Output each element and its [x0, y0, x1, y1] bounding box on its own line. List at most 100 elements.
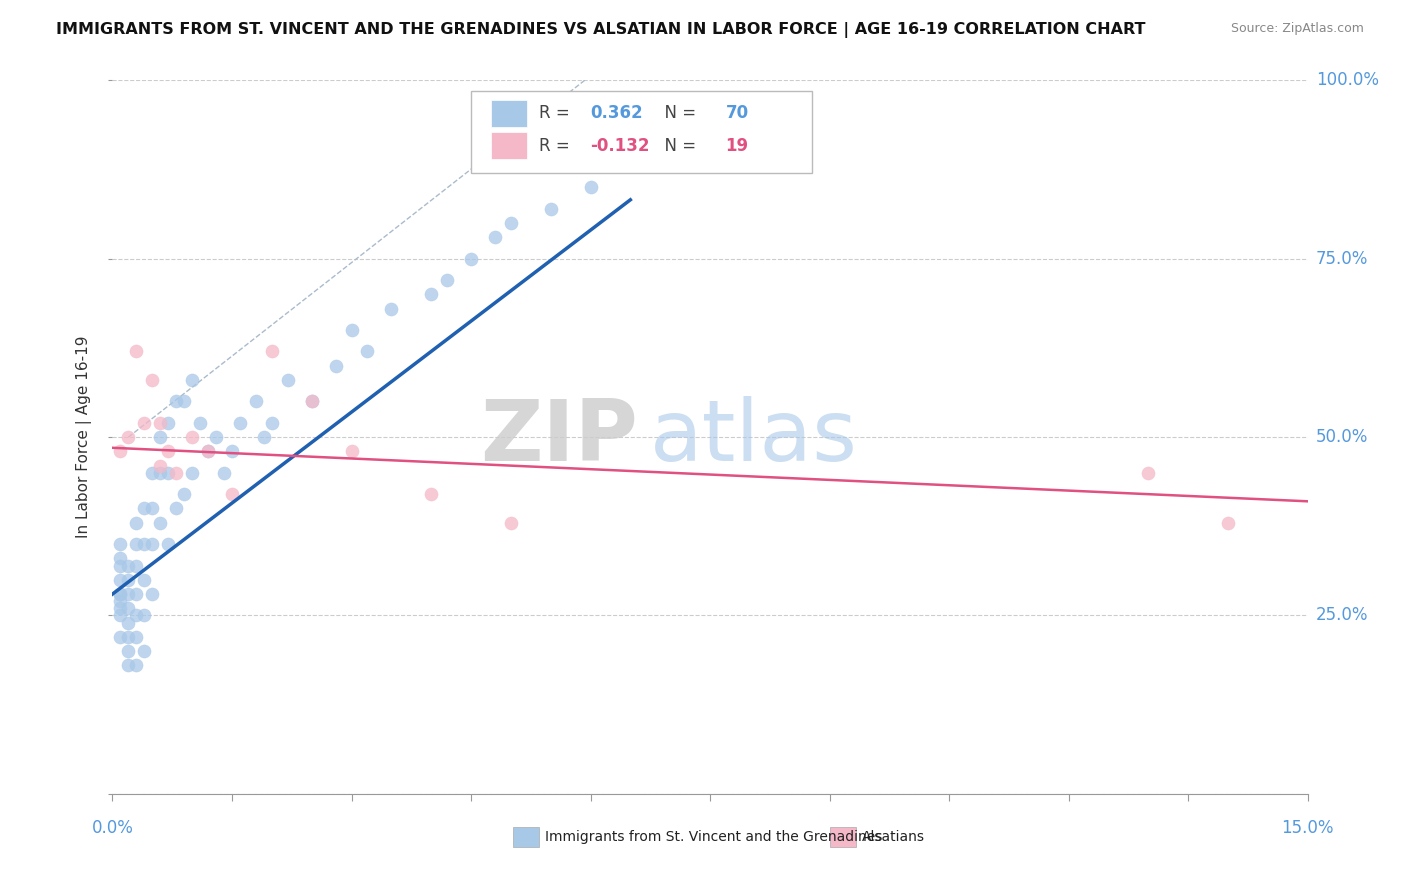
- Point: [277, 373, 299, 387]
- Point: [125, 344, 148, 359]
- Text: N =: N =: [654, 137, 702, 155]
- Point: [117, 630, 139, 644]
- Point: [221, 444, 243, 458]
- Point: [110, 630, 132, 644]
- Point: [420, 487, 443, 501]
- Point: [117, 587, 139, 601]
- Point: [117, 558, 139, 573]
- Point: [110, 444, 132, 458]
- Point: [380, 301, 402, 316]
- Point: [260, 344, 283, 359]
- Point: [134, 573, 156, 587]
- Point: [110, 537, 132, 551]
- Point: [165, 394, 187, 409]
- Point: [149, 458, 172, 473]
- Point: [499, 516, 522, 530]
- Point: [205, 430, 228, 444]
- Point: [579, 180, 602, 194]
- Text: -0.132: -0.132: [591, 137, 650, 155]
- Text: Immigrants from St. Vincent and the Grenadines: Immigrants from St. Vincent and the Gren…: [546, 830, 883, 845]
- Text: 15.0%: 15.0%: [1281, 819, 1334, 837]
- Point: [484, 230, 506, 244]
- Point: [110, 551, 132, 566]
- Text: IMMIGRANTS FROM ST. VINCENT AND THE GRENADINES VS ALSATIAN IN LABOR FORCE | AGE : IMMIGRANTS FROM ST. VINCENT AND THE GREN…: [56, 22, 1146, 38]
- Point: [197, 444, 219, 458]
- FancyBboxPatch shape: [471, 91, 811, 173]
- Text: Source: ZipAtlas.com: Source: ZipAtlas.com: [1230, 22, 1364, 36]
- Point: [125, 516, 148, 530]
- Point: [141, 466, 163, 480]
- Point: [165, 466, 187, 480]
- Point: [181, 466, 204, 480]
- Bar: [491, 100, 527, 127]
- Point: [188, 416, 211, 430]
- Point: [340, 323, 363, 337]
- Point: [301, 394, 323, 409]
- Point: [229, 416, 252, 430]
- Text: ZIP: ZIP: [481, 395, 638, 479]
- Point: [134, 501, 156, 516]
- Point: [499, 216, 522, 230]
- Point: [110, 587, 132, 601]
- Point: [420, 287, 443, 301]
- Point: [110, 558, 132, 573]
- Bar: [830, 828, 856, 847]
- Text: 0.362: 0.362: [591, 104, 643, 122]
- Text: 100.0%: 100.0%: [1316, 71, 1379, 89]
- Point: [149, 516, 172, 530]
- Point: [157, 444, 180, 458]
- Point: [173, 394, 195, 409]
- Point: [181, 430, 204, 444]
- Point: [110, 594, 132, 608]
- Point: [181, 373, 204, 387]
- Point: [125, 587, 148, 601]
- Point: [125, 630, 148, 644]
- Point: [212, 466, 235, 480]
- Point: [340, 444, 363, 458]
- Point: [141, 501, 163, 516]
- Text: 19: 19: [725, 137, 748, 155]
- Bar: [513, 828, 538, 847]
- Text: 25.0%: 25.0%: [1316, 607, 1368, 624]
- Point: [149, 430, 172, 444]
- Point: [253, 430, 276, 444]
- Point: [619, 159, 641, 173]
- Point: [110, 608, 132, 623]
- Point: [117, 658, 139, 673]
- Text: 0.0%: 0.0%: [91, 819, 134, 837]
- Point: [149, 416, 172, 430]
- Text: 75.0%: 75.0%: [1316, 250, 1368, 268]
- Point: [1216, 516, 1239, 530]
- Text: R =: R =: [538, 104, 575, 122]
- Point: [125, 558, 148, 573]
- Point: [125, 658, 148, 673]
- Point: [125, 537, 148, 551]
- Text: 50.0%: 50.0%: [1316, 428, 1368, 446]
- Point: [117, 615, 139, 630]
- Point: [117, 601, 139, 615]
- Point: [197, 444, 219, 458]
- Point: [1137, 466, 1160, 480]
- Bar: [491, 132, 527, 160]
- Y-axis label: In Labor Force | Age 16-19: In Labor Force | Age 16-19: [76, 335, 93, 539]
- Point: [110, 601, 132, 615]
- Point: [134, 644, 156, 658]
- Point: [110, 573, 132, 587]
- Point: [157, 416, 180, 430]
- Point: [325, 359, 347, 373]
- Point: [157, 466, 180, 480]
- Point: [245, 394, 267, 409]
- Point: [260, 416, 283, 430]
- Point: [460, 252, 482, 266]
- Point: [173, 487, 195, 501]
- Point: [134, 537, 156, 551]
- Text: Alsatians: Alsatians: [862, 830, 925, 845]
- Point: [149, 466, 172, 480]
- Point: [141, 587, 163, 601]
- Text: atlas: atlas: [650, 395, 858, 479]
- Text: R =: R =: [538, 137, 575, 155]
- Text: N =: N =: [654, 104, 702, 122]
- Point: [301, 394, 323, 409]
- Point: [125, 608, 148, 623]
- Point: [134, 608, 156, 623]
